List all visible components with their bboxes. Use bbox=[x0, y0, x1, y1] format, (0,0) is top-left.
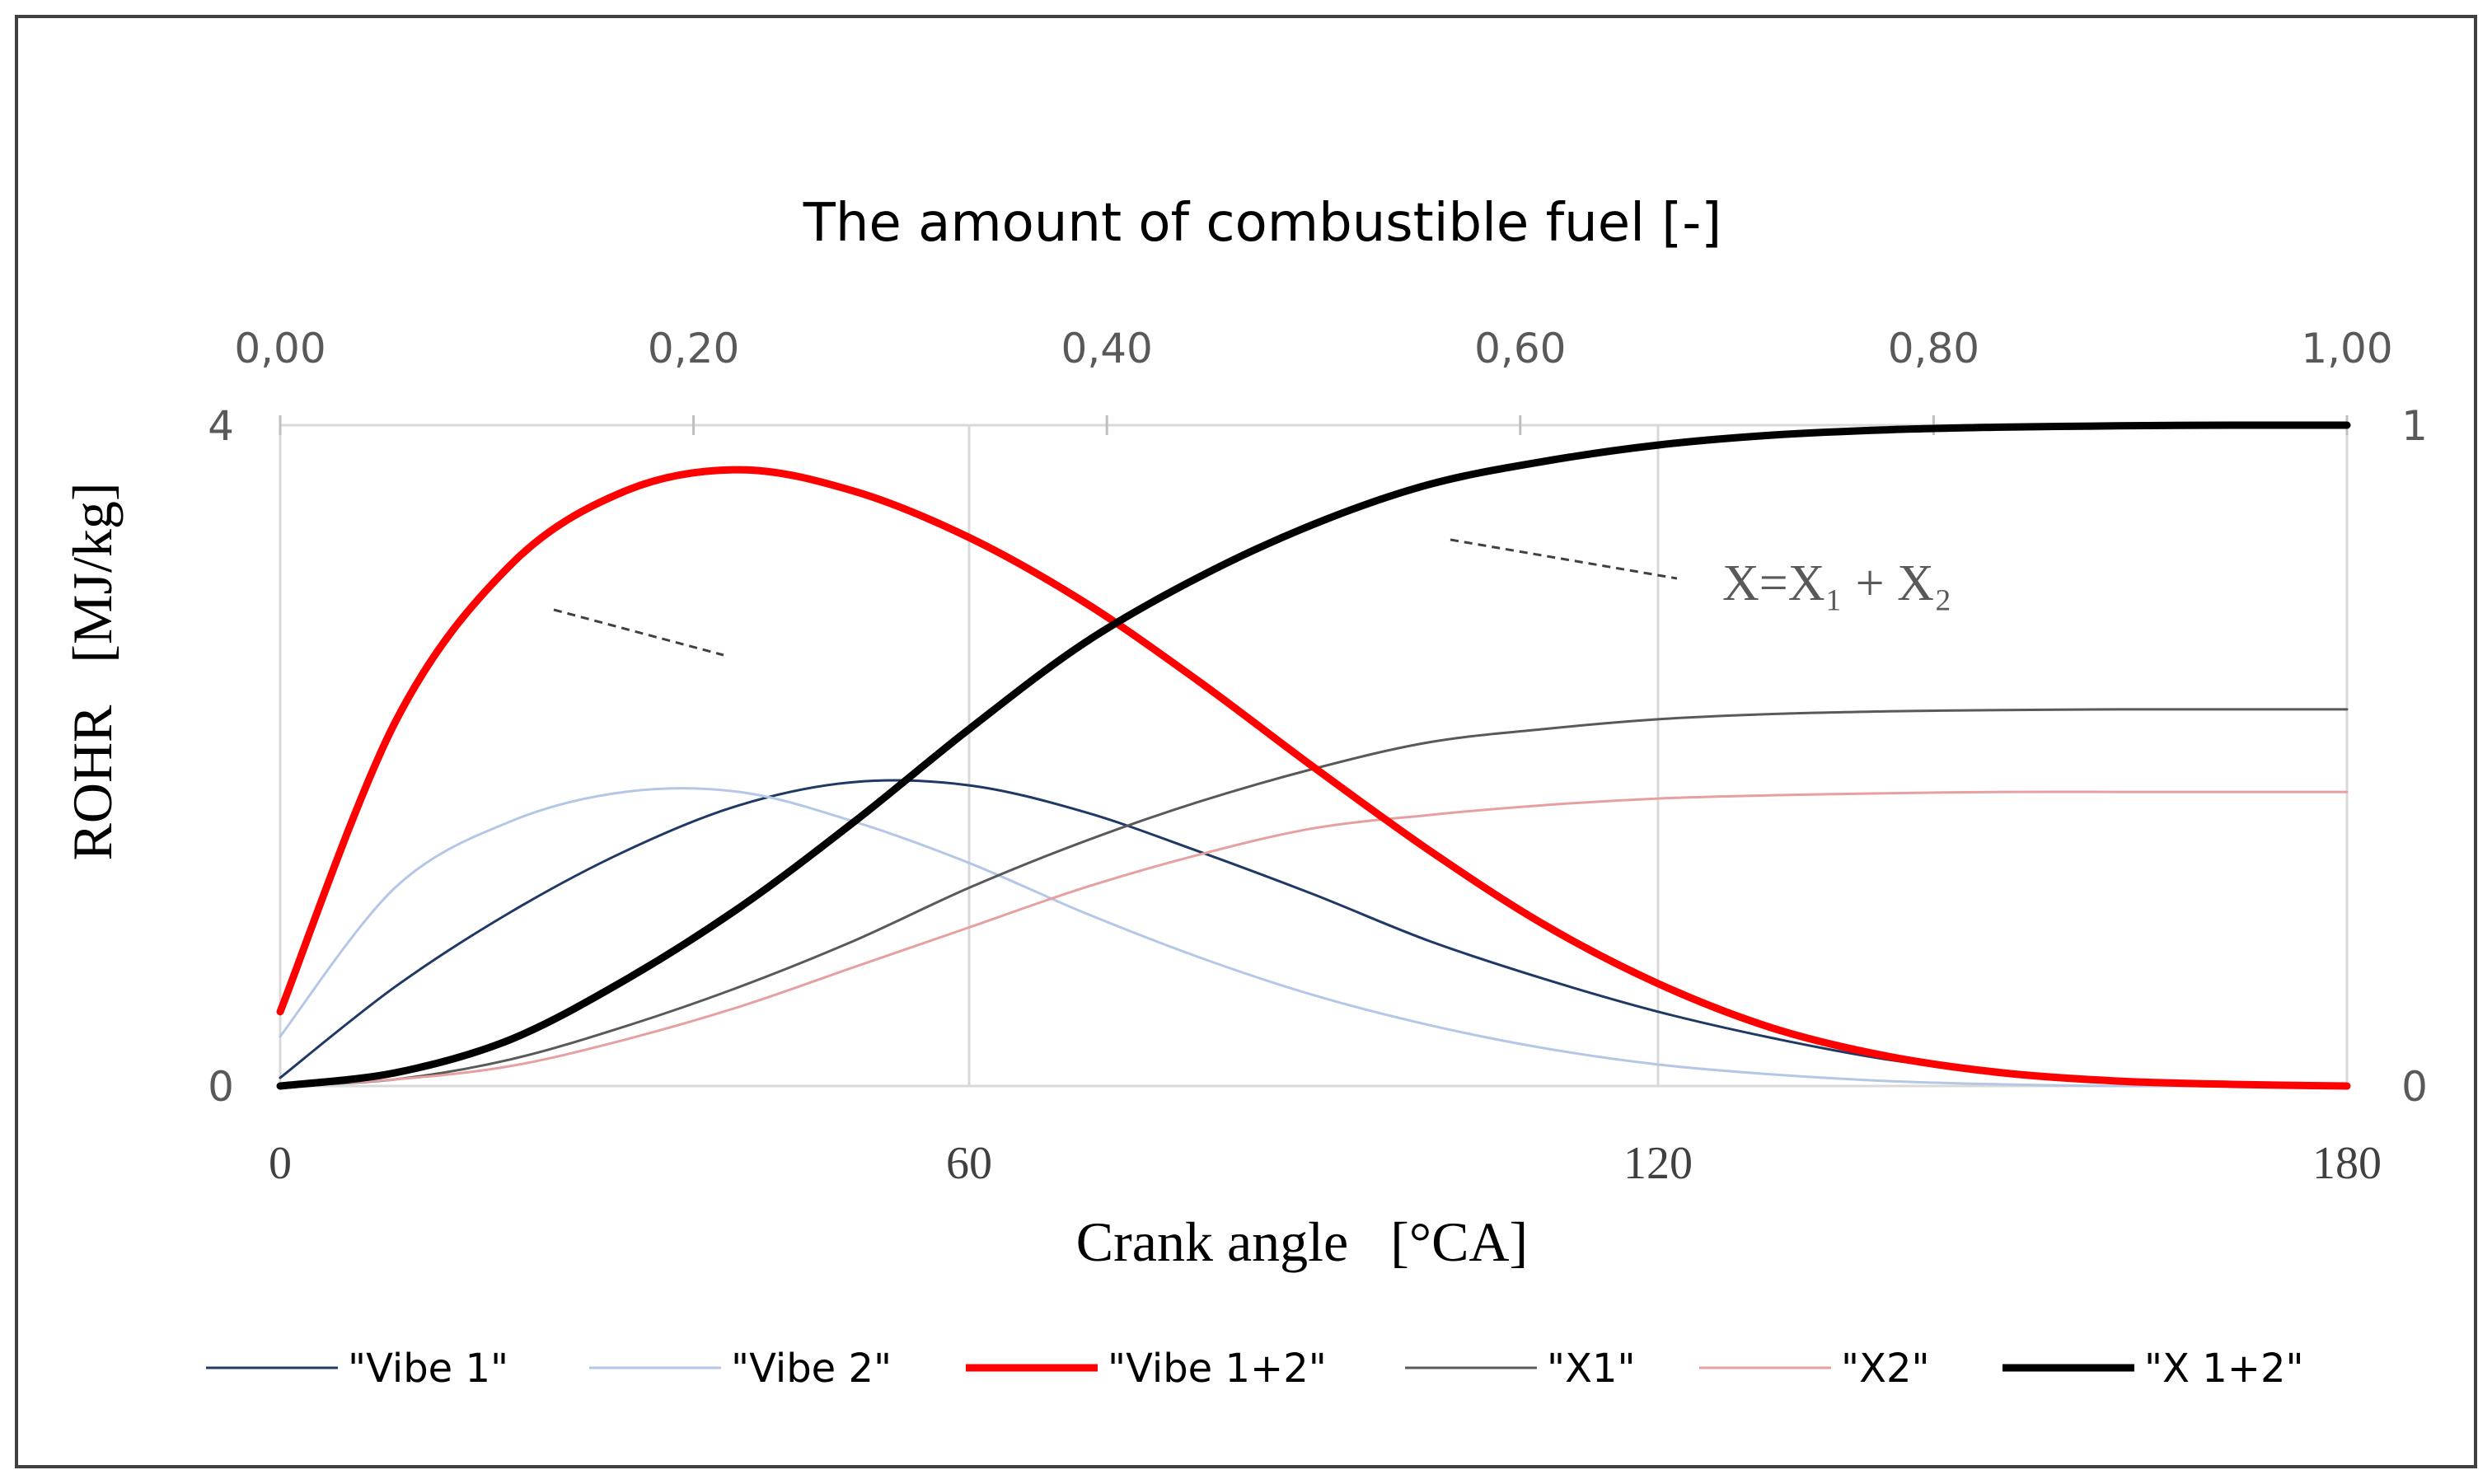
x2-tick-label: 0,00 bbox=[234, 325, 326, 372]
x2-tick-label: 0,40 bbox=[1061, 325, 1153, 372]
x-tick-label: 0 bbox=[269, 1138, 292, 1189]
y2-tick-label: 0 bbox=[2401, 1063, 2428, 1111]
x-tick-label: 180 bbox=[2312, 1138, 2382, 1189]
x2-tick-label: 0,60 bbox=[1474, 325, 1566, 372]
legend-label-4: "X1" bbox=[1547, 1346, 1636, 1392]
legend-label-2: "Vibe 2" bbox=[731, 1346, 892, 1392]
legend-label-3: "Vibe 1+2" bbox=[1108, 1346, 1327, 1392]
x-tick-label: 60 bbox=[946, 1138, 992, 1189]
series-layer bbox=[276, 421, 2351, 1090]
annotation-leader-vibe bbox=[553, 608, 724, 657]
x-axis-label: Crank angle [°CA] bbox=[1076, 1210, 1528, 1273]
series-line-6 bbox=[276, 421, 2351, 1090]
series-line-3 bbox=[276, 466, 2351, 1090]
x2-tick-label: 1,00 bbox=[2301, 325, 2392, 372]
y-axis-label: ROHR [MJ/kg] bbox=[61, 482, 124, 860]
annotation-leader-x bbox=[1450, 538, 1678, 580]
series-line-5 bbox=[279, 790, 2349, 1088]
legend: "Vibe 1" "Vibe 2" "Vibe 1+2" "X1" "X2" "X 1+2… bbox=[206, 1346, 2304, 1392]
annotation-x-sum: X=X₁ + X₂ bbox=[1722, 555, 1952, 611]
y-tick-label: 0 bbox=[208, 1063, 234, 1111]
x2-tick-label: 0,80 bbox=[1888, 325, 1979, 372]
y-tick-label: 4 bbox=[208, 402, 234, 450]
series-line-4 bbox=[279, 708, 2349, 1088]
x2-tick-label: 0,20 bbox=[648, 325, 739, 372]
chart-title: The amount of combustible fuel [-] bbox=[803, 193, 1722, 254]
y2-tick-label: 1 bbox=[2401, 402, 2428, 450]
legend-label-5: "X2" bbox=[1841, 1346, 1930, 1392]
chart-border bbox=[15, 15, 2477, 1468]
legend-label-1: "Vibe 1" bbox=[348, 1346, 508, 1392]
x-tick-label: 120 bbox=[1623, 1138, 1693, 1189]
legend-label-6: "X 1+2" bbox=[2144, 1346, 2304, 1392]
series-line-2 bbox=[279, 787, 2349, 1088]
ticks-layer: 0 60 120 180 0,00 0,20 0,40 0,60 0,80 1,00 0 4 0 1 bbox=[208, 325, 2428, 1189]
